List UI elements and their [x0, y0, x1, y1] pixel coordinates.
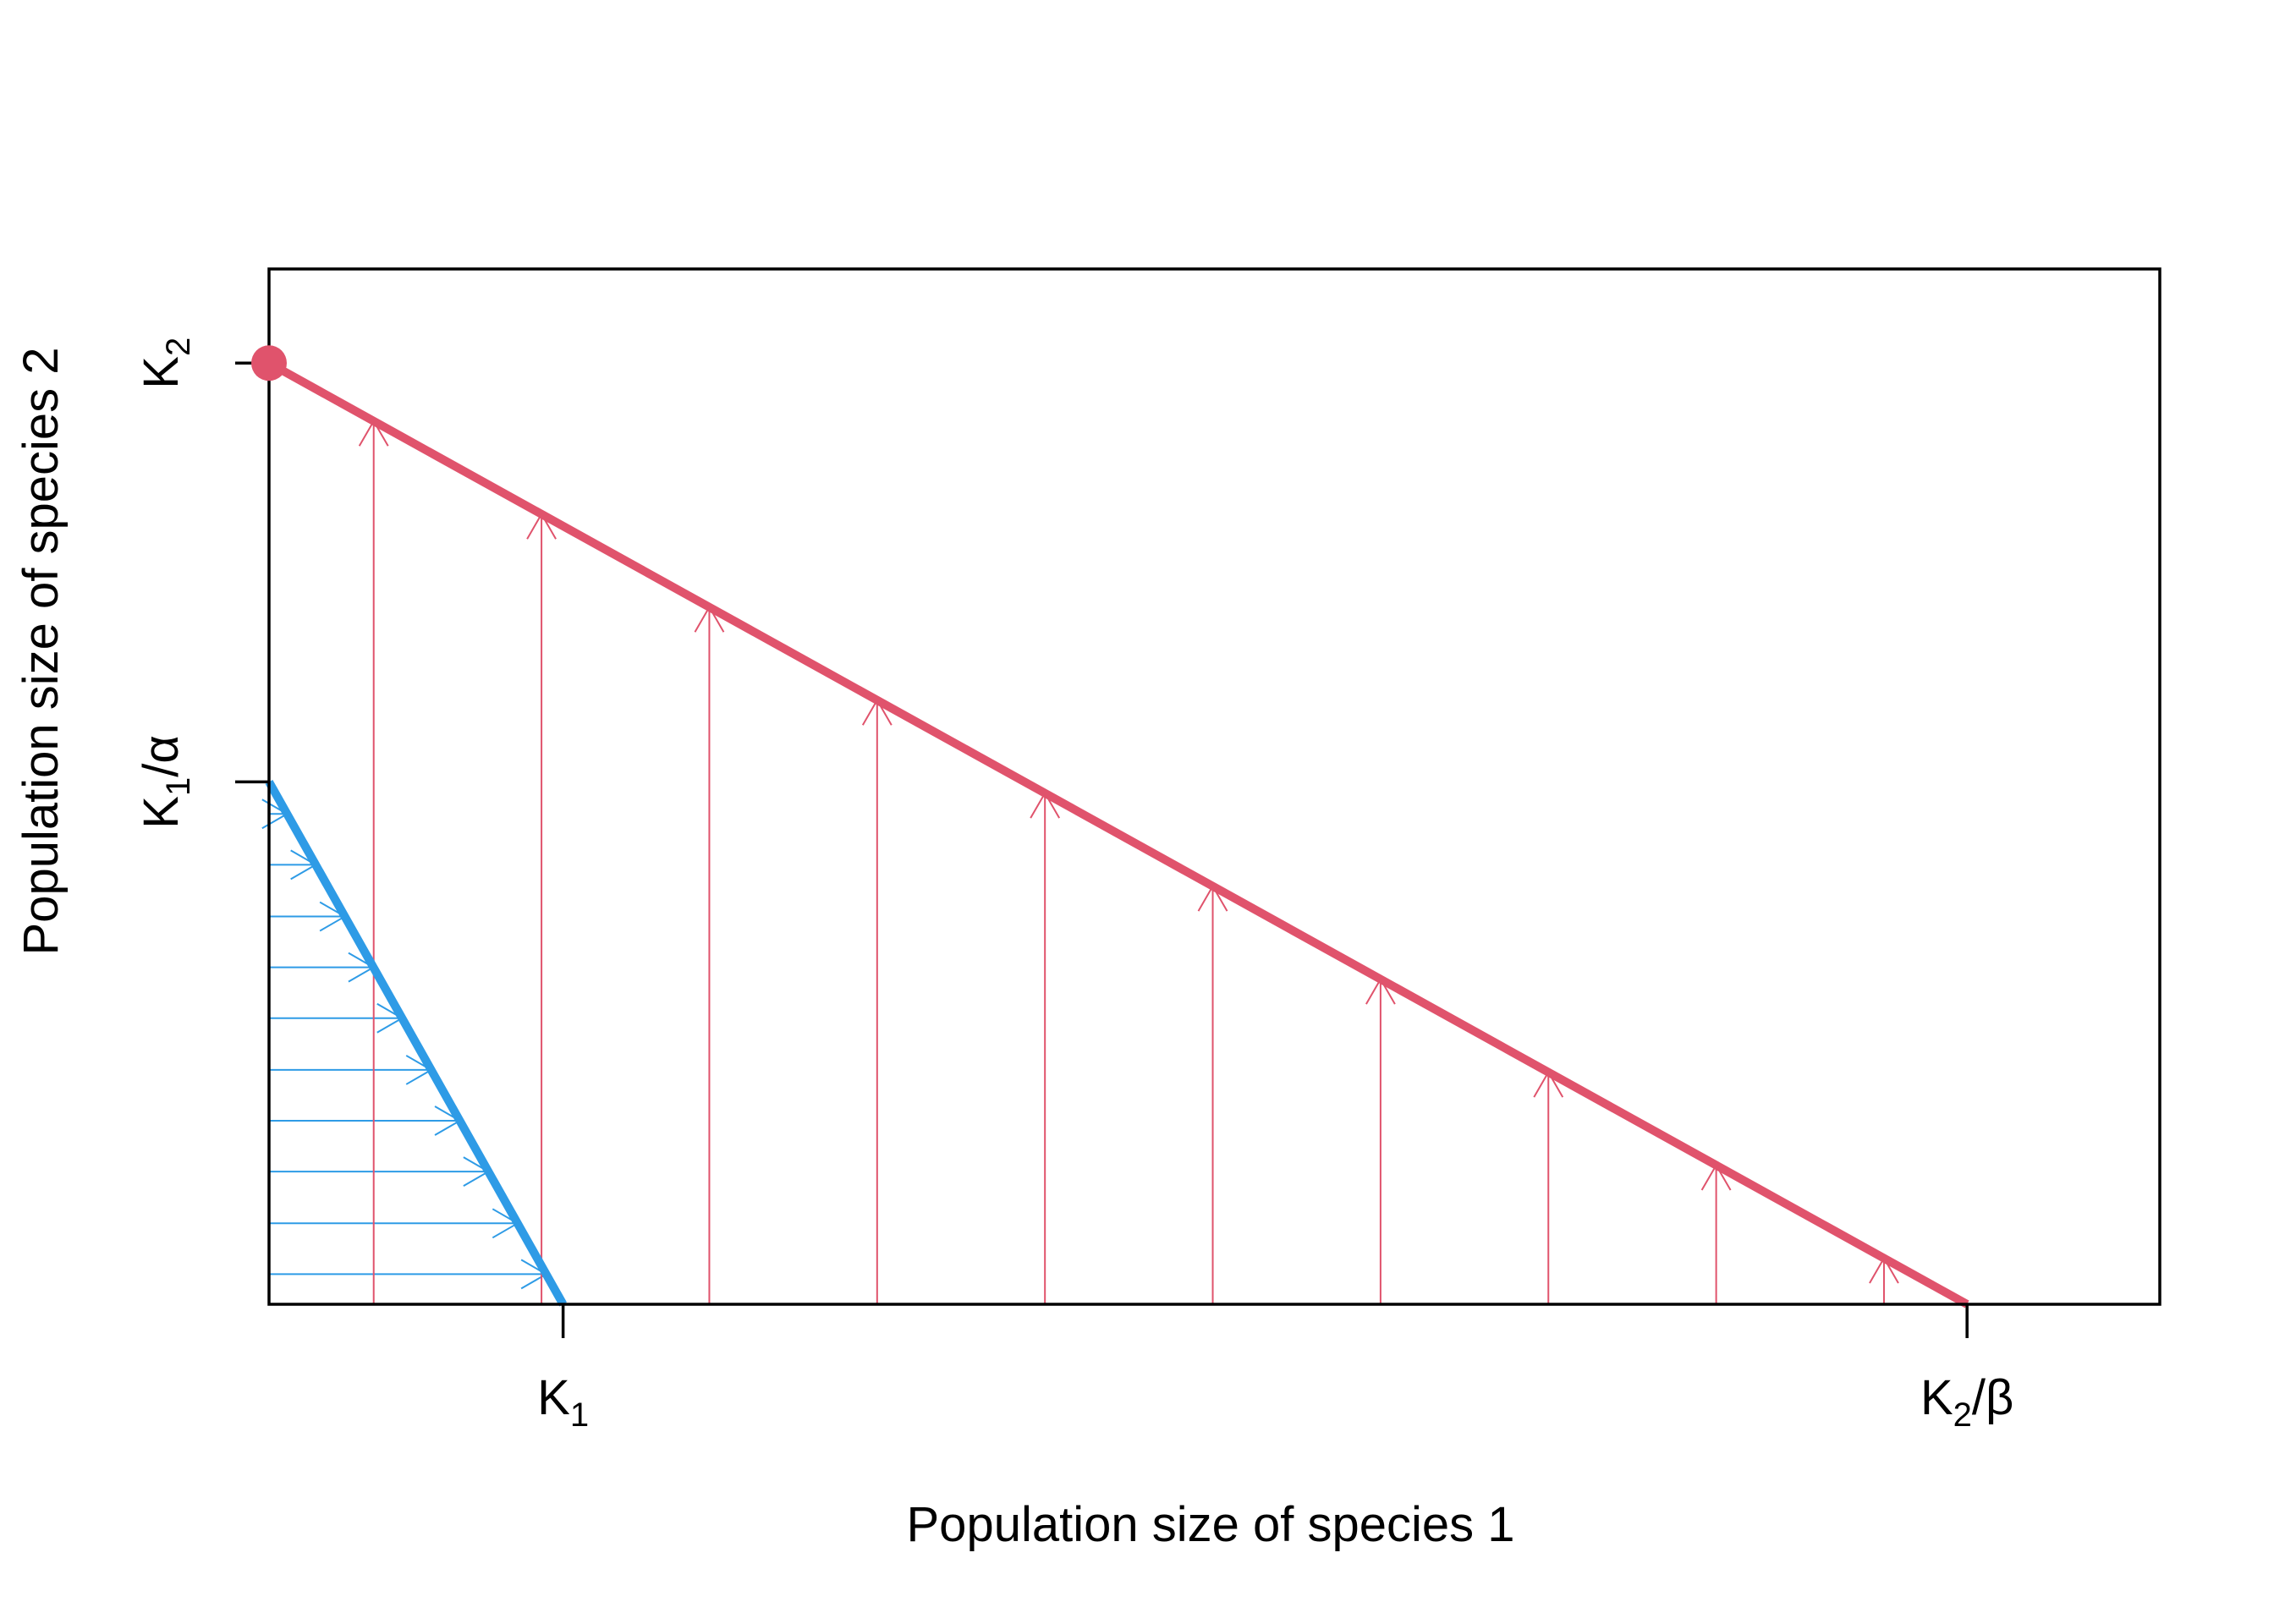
species-2-isocline-line — [266, 359, 1969, 1309]
species-1-isocline-arrow-3 — [269, 1106, 462, 1136]
x-tick-label-0: K1 — [537, 1370, 589, 1434]
species-2-isocline-arrow-6 — [1365, 977, 1396, 1304]
equilibrium-point-0 — [251, 345, 287, 381]
species-1-isocline-arrow-6 — [269, 952, 376, 983]
y-tick-label-1: K1/α — [134, 735, 197, 829]
species-2-isocline-arrow-5 — [1197, 884, 1228, 1304]
species-1-isocline-arrow-4 — [269, 1055, 433, 1085]
x-tick-label-1: K2/β — [1920, 1370, 2013, 1434]
equilibrium-points — [251, 345, 287, 381]
species-2-isocline-arrow-4 — [1030, 791, 1061, 1304]
y-axis-label: Population size of species 2 — [14, 348, 69, 956]
species-2-isocline-arrow-1 — [526, 512, 557, 1304]
species-1-isocline-arrow-7 — [269, 901, 347, 932]
species-2-isocline-arrow-8 — [1700, 1163, 1732, 1304]
vector-arrows — [261, 419, 1899, 1304]
species-1-isocline-line — [265, 779, 567, 1307]
axis-ticks: K1 K2/β K2 K1/α — [134, 337, 2013, 1434]
plot-frame — [267, 267, 2161, 1306]
y-tick-label-0: K2 — [134, 337, 197, 389]
species-1-isocline-arrow-0 — [269, 1259, 548, 1290]
x-axis-label: Population size of species 1 — [907, 1497, 1515, 1552]
species-1-isocline-arrow-5 — [269, 1002, 404, 1034]
isoclines — [265, 359, 1969, 1309]
species-2-isocline-arrow-3 — [861, 698, 893, 1304]
species-1-isocline-arrow-2 — [269, 1156, 491, 1187]
species-2-isocline-arrow-7 — [1533, 1070, 1564, 1304]
species-2-isocline-arrow-2 — [694, 605, 725, 1304]
species-1-isocline-arrow-1 — [269, 1208, 519, 1239]
